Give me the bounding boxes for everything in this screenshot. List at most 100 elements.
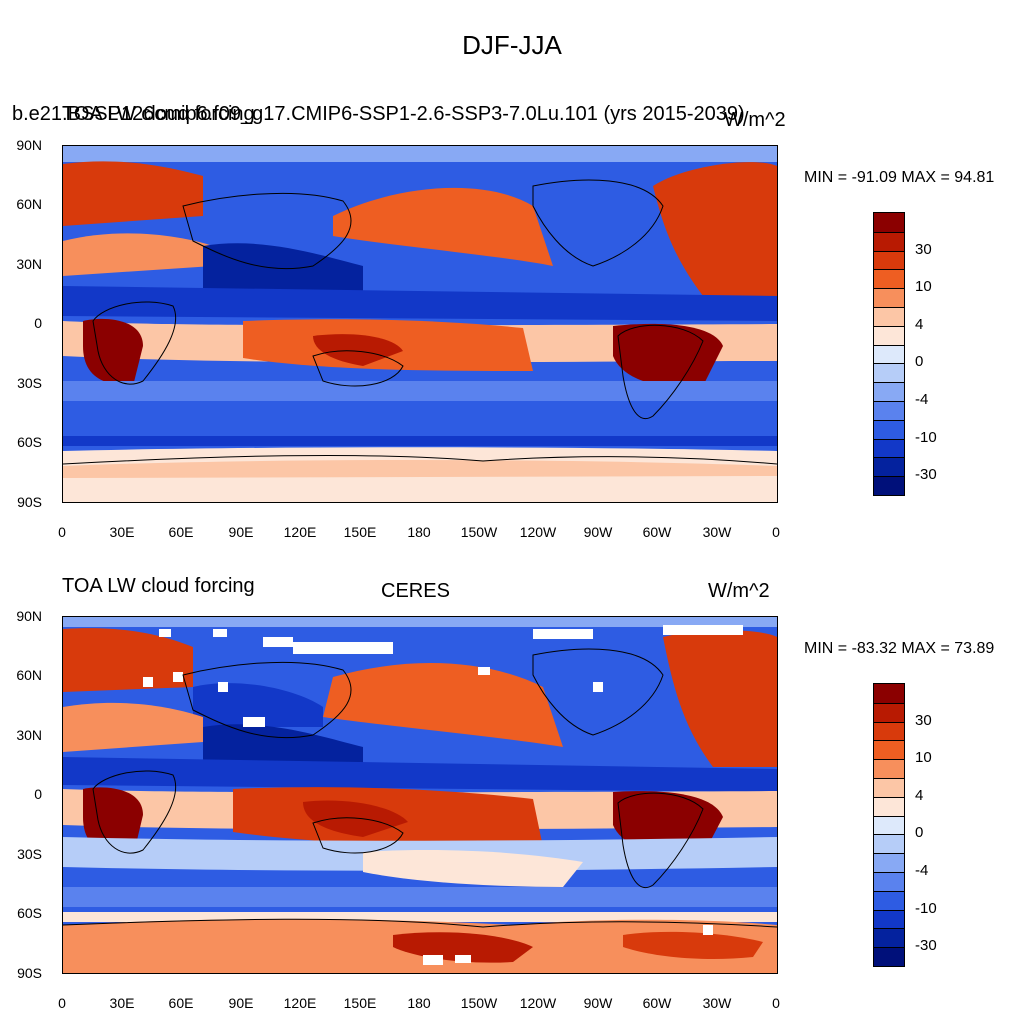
- panel2-map: [62, 616, 778, 974]
- panel2-lon-label-120w: 120W: [519, 995, 557, 1011]
- panel1-map: [62, 145, 778, 503]
- panel2-lon-label-180: 180: [407, 995, 431, 1011]
- panel2-lon-label-30e: 30E: [109, 995, 135, 1011]
- colorbar-swatch: [874, 928, 904, 948]
- colorbar-swatch: [874, 947, 904, 966]
- colorbar-label: 30: [915, 711, 932, 729]
- panel1-left-label: b.e21.BSSP126cmip6.f09_g17.CMIP6-SSP1-2.…: [12, 103, 745, 125]
- panel1-field: [63, 146, 777, 502]
- colorbar-label: -30: [915, 937, 937, 955]
- panel2-minmax: MIN = -83.32 MAX = 73.89: [804, 640, 995, 657]
- panel2-lat-label-eq: 0: [34, 786, 42, 802]
- colorbar-swatch: [874, 759, 904, 778]
- colorbar-label: 4: [915, 786, 924, 804]
- colorbar-swatch: [874, 796, 904, 816]
- panel1-minmax: MIN = -91.09 MAX = 94.81: [804, 169, 995, 186]
- panel2-lon-label-90w: 90W: [583, 995, 613, 1011]
- colorbar-swatch: [874, 231, 904, 251]
- colorbar-swatch: [874, 740, 904, 760]
- panel1-lat-label-30n: 30N: [16, 256, 42, 272]
- colorbar-swatch: [874, 401, 904, 420]
- panel1-lon-label-0: 0: [58, 524, 66, 540]
- colorbar-label: 0: [915, 353, 924, 371]
- panel1-lon-label-90w: 90W: [583, 524, 613, 540]
- colorbar-swatch: [874, 702, 904, 722]
- panel1-lat-label-30s: 30S: [17, 375, 42, 391]
- colorbar-swatch: [874, 457, 904, 477]
- colorbar-swatch: [874, 344, 904, 364]
- panel2-lon-label-30w: 30W: [702, 995, 732, 1011]
- panel1-lon-label-120e: 120E: [283, 524, 317, 540]
- colorbar-swatch: [874, 684, 904, 703]
- panel1-lon-label-120w: 120W: [519, 524, 557, 540]
- panel2-lon-label-150e: 150E: [343, 995, 377, 1011]
- colorbar-swatch: [874, 325, 904, 345]
- colorbar-label: -10: [915, 899, 937, 917]
- colorbar-swatch: [874, 834, 904, 854]
- colorbar-label: -4: [915, 862, 929, 879]
- colorbar-swatch: [874, 363, 904, 383]
- colorbar-swatch: [874, 288, 904, 307]
- colorbar-label: 0: [915, 824, 924, 842]
- panel2-lat-label-90s: 90S: [17, 965, 42, 981]
- colorbar-label: 10: [915, 278, 932, 296]
- panel2-field: [63, 617, 777, 973]
- panel2-lat-label-60s: 60S: [17, 905, 42, 921]
- panel2-lat-label-30n: 30N: [16, 727, 42, 743]
- colorbar-label: 30: [915, 240, 932, 258]
- colorbar-swatch: [874, 419, 904, 439]
- colorbar-swatch: [874, 269, 904, 289]
- panel1-lat-label-60n: 60N: [16, 196, 42, 212]
- panel2-lon-label-0: 0: [58, 995, 66, 1011]
- panel2-coastlines: [63, 648, 777, 928]
- panel1-lat-label-60s: 60S: [17, 434, 42, 450]
- panel2-lat-label-90n: 90N: [16, 608, 42, 624]
- colorbar-label: -30: [915, 466, 937, 484]
- colorbar-swatch: [874, 890, 904, 910]
- panel1-lon-label-30w: 30W: [702, 524, 732, 540]
- panel1-lon-label-150w: 150W: [460, 524, 498, 540]
- main-title: DJF-JJA: [462, 30, 562, 60]
- panel1-coastlines: [63, 179, 777, 465]
- panel1-lon-label-60w: 60W: [642, 524, 672, 540]
- panel2-units-label: W/m^2: [708, 580, 770, 602]
- colorbar-label: 4: [915, 315, 924, 333]
- colorbar-swatch: [874, 476, 904, 495]
- panel1-lon-label-180: 180: [407, 524, 431, 540]
- panel1-lat-label-eq: 0: [34, 315, 42, 331]
- panel2-lon-label-60w: 60W: [642, 995, 672, 1011]
- colorbar-swatch: [874, 250, 904, 270]
- panel1-left-label-overlay: TOA LW cloud forcing: [62, 103, 255, 125]
- panel2-lon-label-150w: 150W: [460, 995, 498, 1011]
- panel2-lon-label-120e: 120E: [283, 995, 317, 1011]
- panel2-lon-label-60e: 60E: [168, 995, 194, 1011]
- colorbar-swatch: [874, 872, 904, 891]
- colorbar-swatch: [874, 909, 904, 929]
- panel2-lon-label-0-end: 0: [772, 995, 780, 1011]
- panel1-lon-label-0-end: 0: [772, 524, 780, 540]
- colorbar-swatch: [874, 721, 904, 741]
- colorbar-label: -4: [915, 391, 929, 408]
- colorbar-swatch: [874, 853, 904, 872]
- panel2-lon-label-90e: 90E: [228, 995, 254, 1011]
- colorbar-swatch: [874, 213, 904, 232]
- colorbar-swatch: [874, 307, 904, 326]
- panel2-lat-label-60n: 60N: [16, 667, 42, 683]
- panel2-colorbar: [873, 683, 905, 967]
- colorbar-swatch: [874, 382, 904, 401]
- panel1-colorbar: [873, 212, 905, 496]
- colorbar-label: 10: [915, 749, 932, 767]
- panel1-lon-label-90e: 90E: [228, 524, 254, 540]
- panel1-lon-label-60e: 60E: [168, 524, 194, 540]
- panel1-units-label: W/m^2: [724, 109, 786, 131]
- panel2-left-label: TOA LW cloud forcing: [62, 575, 255, 597]
- panel2-center-label: CERES: [381, 580, 450, 602]
- colorbar-swatch: [874, 438, 904, 458]
- colorbar-label: -10: [915, 428, 937, 446]
- panel2-lat-label-30s: 30S: [17, 846, 42, 862]
- panel1-lat-label-90n: 90N: [16, 137, 42, 153]
- colorbar-swatch: [874, 815, 904, 835]
- colorbar-swatch: [874, 778, 904, 797]
- panel1-lat-label-90s: 90S: [17, 494, 42, 510]
- panel1-lon-label-150e: 150E: [343, 524, 377, 540]
